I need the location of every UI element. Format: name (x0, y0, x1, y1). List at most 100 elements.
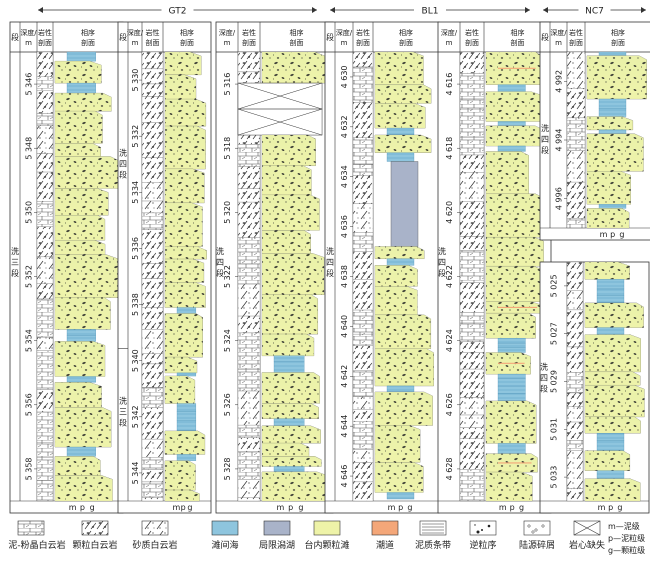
header-depth-unit: m (132, 39, 139, 47)
grain-key-0: m—泥级 (608, 521, 640, 531)
legend-swatch (313, 520, 341, 536)
depth-label: 5 340 (131, 349, 140, 372)
header-segment: 段 (119, 32, 127, 42)
segment-label: 洗 (540, 362, 548, 372)
header-segment: 段 (11, 32, 19, 42)
legend-swatch (81, 520, 109, 536)
header-facies-2: 剖面 (511, 38, 525, 47)
grain-axis-g: g (90, 503, 95, 512)
legend-item-reverse: 逆粒序 (469, 520, 497, 551)
depth-label: 5 334 (131, 181, 140, 204)
segment-label: 洗 (541, 123, 549, 133)
header-depth: 深度/ (441, 28, 458, 37)
depth-label: 5 346 (25, 73, 34, 96)
legend-item-interbank: 滩间海 (211, 520, 239, 551)
header-depth: 深度/ (550, 28, 567, 37)
legend-label: 泥-粉晶白云岩 (8, 539, 65, 551)
segment-label: 段 (119, 170, 127, 180)
grain-axis-m: m (69, 503, 77, 512)
depth-label: 4 624 (445, 329, 454, 352)
header-depth-unit: m (224, 39, 231, 47)
header-depth: 深度/ (20, 28, 37, 37)
legend-swatch (371, 520, 399, 536)
segment-label: 段 (326, 268, 334, 278)
segment-label: 四 (541, 135, 549, 144)
depth-label: 4 620 (445, 201, 454, 224)
depth-label: 5 330 (131, 69, 140, 92)
well-header-gt2: GT2 (38, 4, 317, 17)
depth-label: 5 352 (25, 265, 34, 288)
segment-label: 段 (438, 268, 446, 278)
depth-label: 5 320 (223, 201, 232, 224)
depth-label: 4 646 (340, 465, 349, 488)
legend-label: 逆粒序 (469, 539, 496, 551)
depth-label: 4 622 (445, 265, 454, 288)
header-facies-2: 剖面 (81, 38, 95, 47)
grain-axis-p: p (610, 230, 615, 239)
legend-swatch (263, 520, 291, 536)
section-column-2: 段深度/m岩性剖面相序剖面5 3305 3325 3345 3365 3385 … (117, 21, 212, 514)
section-column-6: 段深度/m岩性剖面相序剖面4 9924 9944 996洗四段m p g (539, 21, 650, 241)
depth-label: 4 640 (340, 315, 349, 338)
header-facies-2: 剖面 (399, 38, 413, 47)
segment-label: 段 (540, 384, 548, 394)
header-depth-unit: m (555, 39, 562, 47)
depth-label: 5 033 (550, 466, 559, 489)
grain-axis-p: p (288, 503, 293, 512)
header-facies-2: 剖面 (290, 38, 304, 47)
depth-label: 5 029 (550, 370, 559, 393)
segment-label-2: 洗 (119, 395, 127, 405)
segment-label: 段 (541, 145, 549, 155)
header-facies-2: 剖面 (611, 38, 625, 47)
header-lithology-2: 剖面 (569, 38, 583, 47)
segment-label-2: 三 (119, 407, 127, 416)
depth-label: 5 348 (25, 137, 34, 160)
grain-axis-p: p (608, 503, 613, 512)
legend-item-shoal: 台内颗粒滩 (304, 520, 350, 551)
legend-label: 台内颗粒滩 (304, 539, 349, 551)
segment-label: 洗 (11, 246, 19, 256)
depth-label: 4 638 (340, 265, 349, 288)
legend-swatch (17, 520, 45, 536)
depth-label: 4 616 (445, 73, 454, 96)
well-name: GT2 (169, 7, 187, 17)
depth-label: 5 354 (25, 329, 34, 352)
grain-axis-g: g (298, 503, 303, 512)
legend-swatch (141, 520, 169, 536)
depth-label: 5 356 (25, 393, 34, 416)
header-segment: 段 (541, 32, 549, 42)
depth-label: 5 318 (223, 137, 232, 160)
header-facies: 相序 (611, 28, 625, 37)
legend: 泥-粉晶白云岩 颗粒白云岩 砂质白云岩 滩间海 局限潟湖 台内颗粒滩 潮道 泥质条带 逆粒序 陆源… (8, 520, 645, 555)
depth-label: 4 992 (555, 70, 564, 93)
depth-label: 4 630 (340, 65, 349, 88)
header-facies: 相序 (290, 28, 304, 37)
legend-label: 潮道 (376, 539, 394, 551)
legend-item-mud: 泥-粉晶白云岩 (8, 520, 66, 551)
grain-axis-m: m (173, 503, 181, 512)
segment-label: 四 (216, 258, 224, 267)
legend-swatch (211, 520, 239, 536)
legend-label: 局限潟湖 (259, 539, 295, 551)
depth-label: 4 626 (445, 393, 454, 416)
segment-label: 段 (216, 268, 224, 278)
depth-label: 4 634 (340, 165, 349, 188)
depth-label: 5 322 (223, 265, 232, 288)
legend-label: 滩间海 (211, 539, 238, 551)
header-lithology-2: 剖面 (465, 38, 479, 47)
grain-axis-g: g (519, 503, 524, 512)
depth-label: 5 344 (131, 461, 140, 484)
segment-label: 洗 (216, 246, 224, 256)
depth-label: 5 342 (131, 405, 140, 428)
header-facies: 相序 (81, 28, 95, 37)
legend-label: 陆源碎屑 (519, 539, 555, 551)
depth-label: 4 996 (555, 187, 564, 210)
header-lithology: 岩性 (38, 28, 52, 37)
well-header-nc7: NC7 (543, 4, 646, 17)
header-facies: 相序 (180, 28, 194, 37)
well-header-bl1: BL1 (330, 4, 530, 17)
segment-label: 洗 (438, 246, 446, 256)
grain-axis-g: g (619, 230, 624, 239)
header-depth-unit: m (446, 39, 453, 47)
